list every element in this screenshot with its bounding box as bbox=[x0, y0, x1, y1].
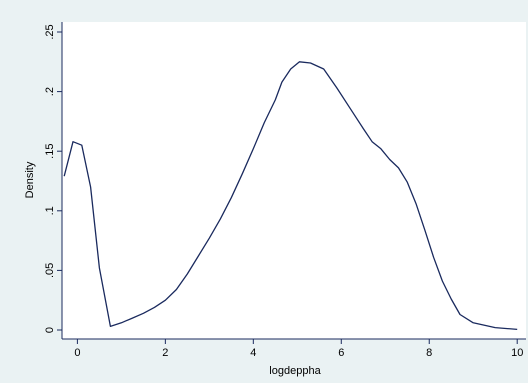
plot-area bbox=[62, 22, 526, 339]
x-tick-label: 6 bbox=[338, 347, 344, 359]
x-tick-label: 4 bbox=[250, 347, 256, 359]
line-series bbox=[63, 61, 518, 331]
density-line bbox=[63, 61, 518, 331]
y-tick-label: 0 bbox=[44, 327, 56, 333]
y-tick-label: .05 bbox=[44, 263, 56, 278]
x-tick-label: 0 bbox=[74, 347, 80, 359]
x-tick-label: 2 bbox=[162, 347, 168, 359]
x-tick-label: 10 bbox=[511, 347, 523, 359]
tick-labels: 0 2 4 6 8 10 0 .05 .1 .15 .2 .25 bbox=[44, 24, 523, 359]
y-tick-label: .25 bbox=[44, 24, 56, 39]
x-tick-label: 8 bbox=[426, 347, 432, 359]
x-axis-title: logdeppha bbox=[269, 365, 321, 377]
axes bbox=[57, 22, 526, 344]
y-tick-label: .1 bbox=[44, 206, 56, 215]
y-tick-label: .15 bbox=[44, 144, 56, 159]
y-tick-label: .2 bbox=[44, 87, 56, 96]
y-axis-title: Density bbox=[24, 161, 36, 198]
